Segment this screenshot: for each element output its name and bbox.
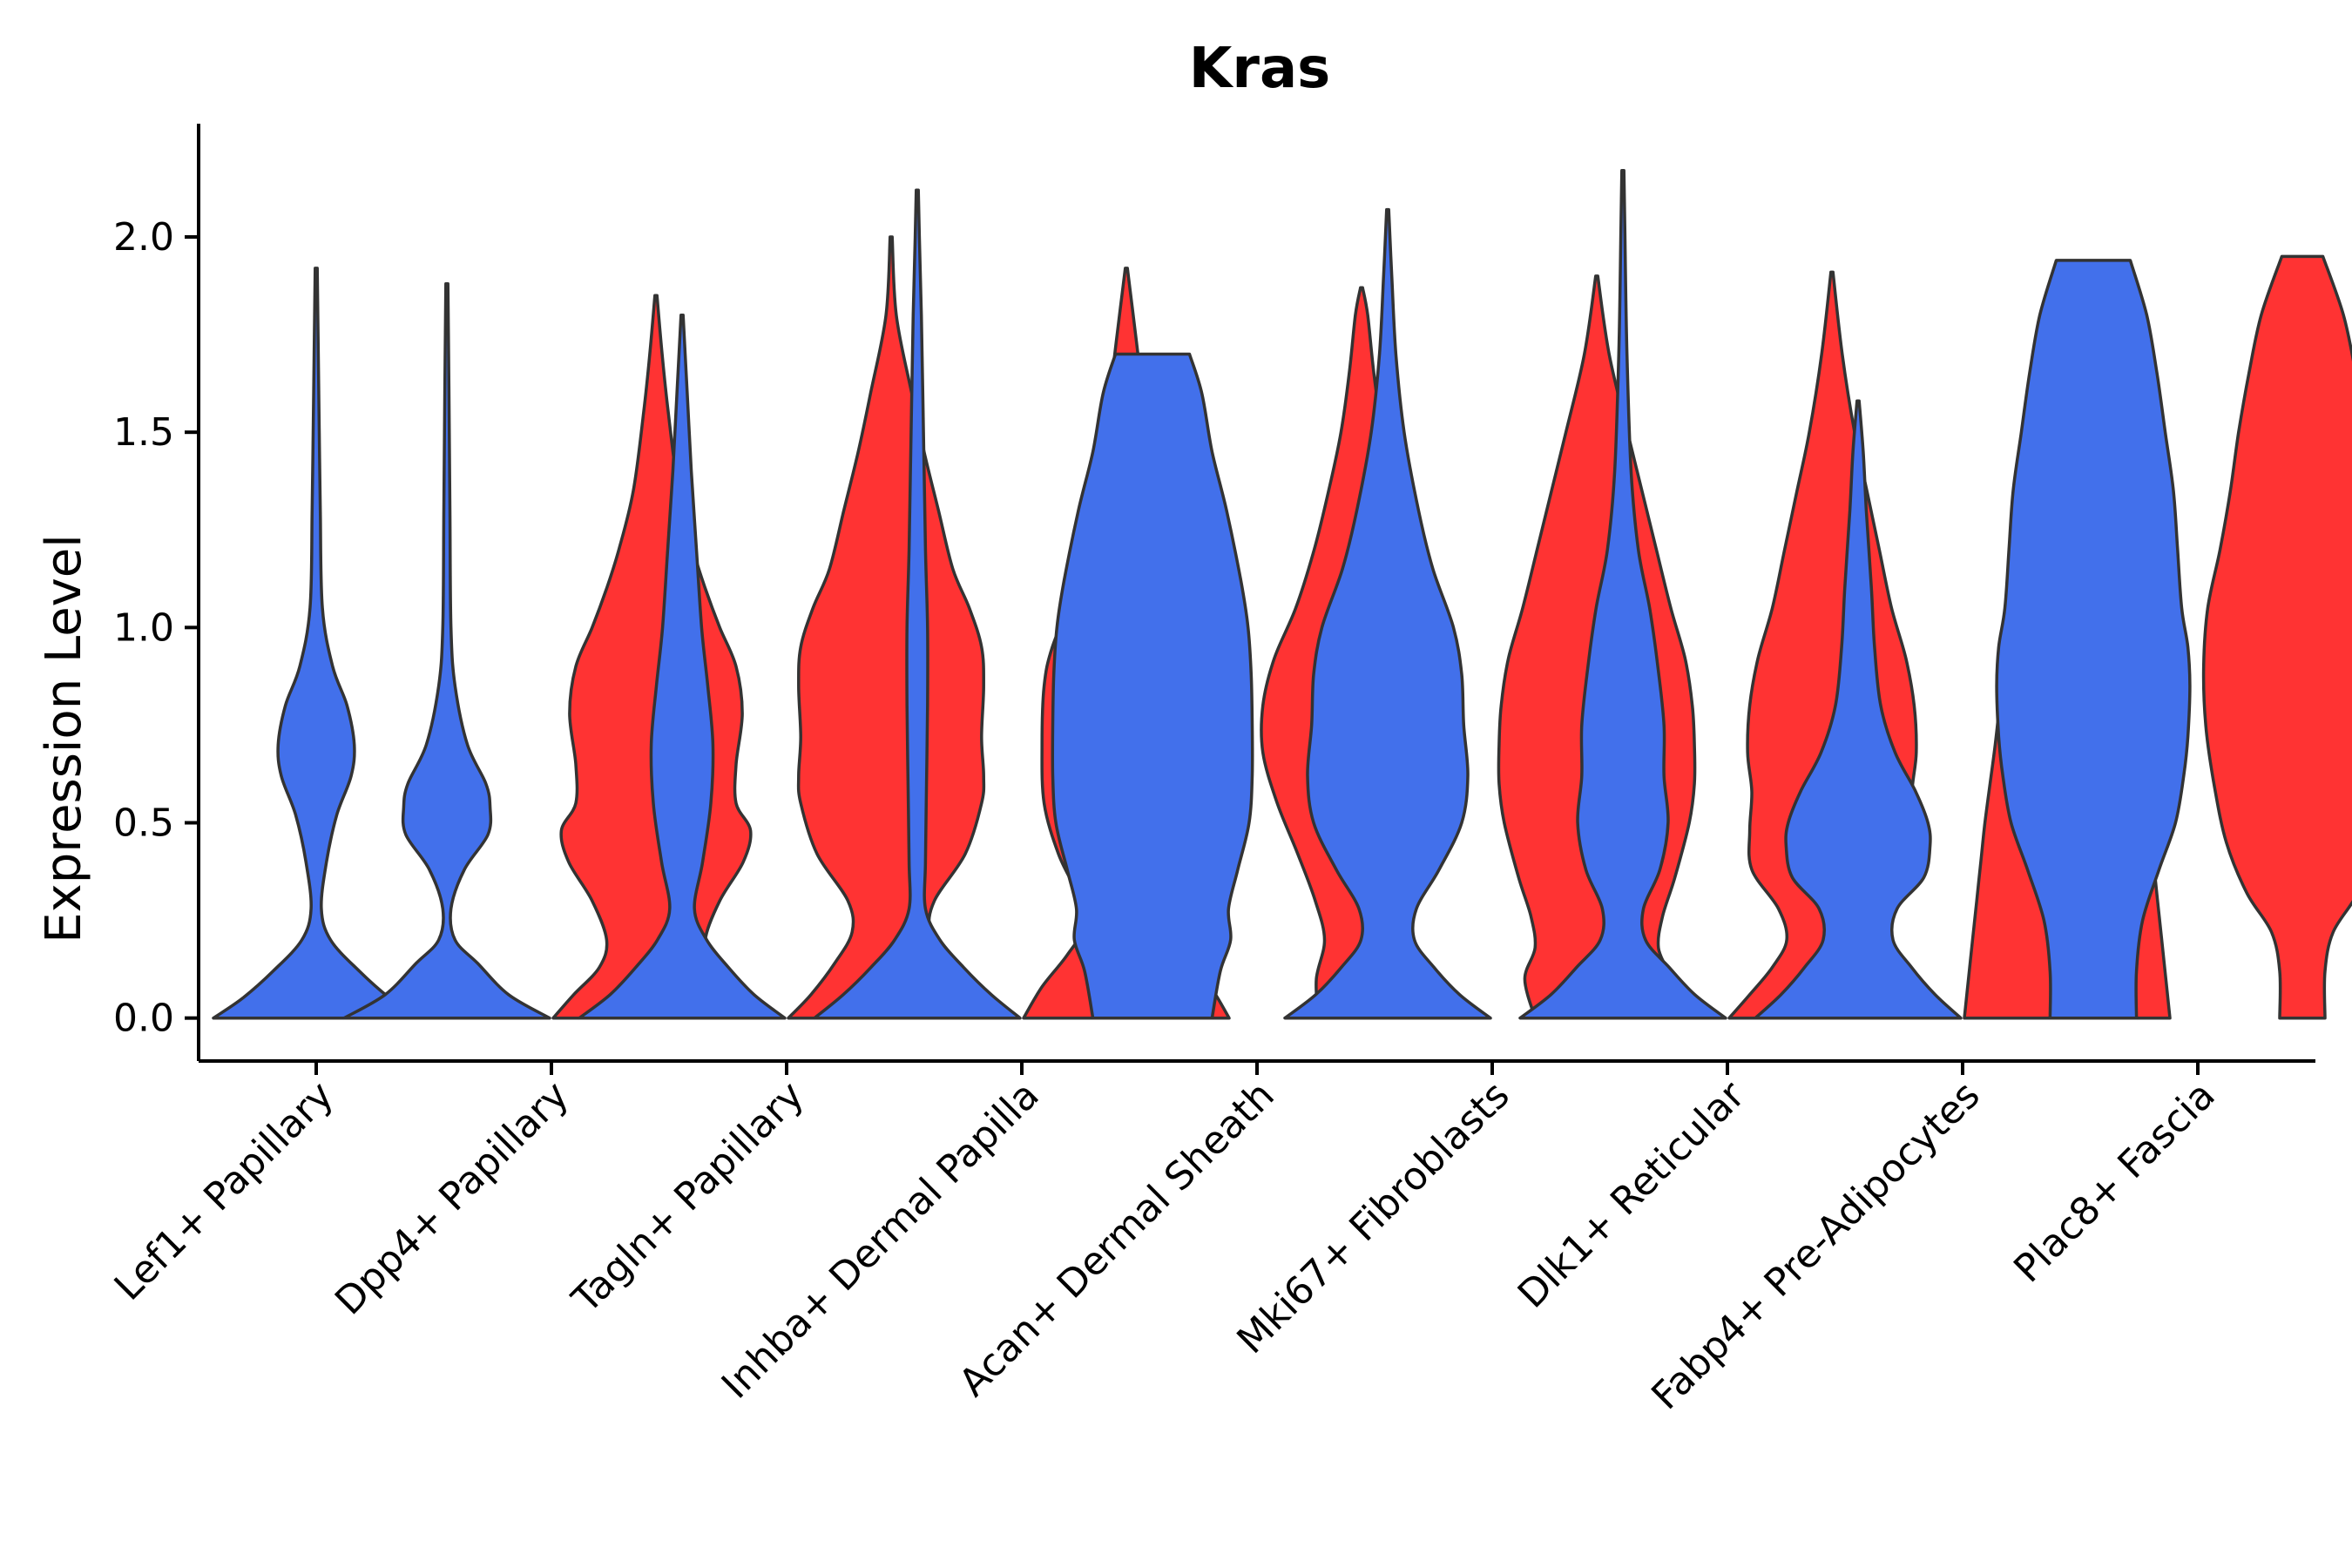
violin-4-group-a: [813, 188, 1022, 1020]
y-tick-label: 2.0: [113, 215, 174, 260]
violin-1-group-a: [212, 267, 421, 1020]
x-tick-label: Lef1+ Papillary: [106, 1073, 342, 1309]
violins-layer: [212, 169, 2352, 1020]
violin-3-group-b: [787, 235, 996, 1020]
violin-9-group-b: [2201, 254, 2352, 1020]
violin-5-group-a: [1051, 352, 1254, 1020]
violin-8-group-a: [1754, 399, 1963, 1020]
violin-9-group-a: [1995, 259, 2192, 1020]
y-tick-label: 1.0: [113, 605, 174, 650]
violin-3-group-a: [578, 313, 787, 1020]
x-tick-label: Dpp4+ Papillary: [327, 1073, 578, 1324]
y-ticks-layer: 0.0 0.5 1.0 1.5 2.0: [113, 215, 199, 1041]
y-tick-label: 0.5: [113, 801, 174, 846]
x-tick-label: Dlk1+ Reticular: [1510, 1072, 1754, 1317]
violin-7-group-a: [1518, 169, 1727, 1020]
violin-6-group-a: [1283, 207, 1492, 1020]
y-tick-label: 0.0: [113, 997, 174, 1041]
violin-2-group-b: [551, 294, 760, 1020]
y-axis-label: Expression Level: [36, 534, 92, 943]
x-tick-label: Plac8+ Fascia: [2005, 1073, 2224, 1292]
violin-2-group-a: [342, 282, 551, 1020]
x-tick-label: Tagln+ Papillary: [564, 1073, 813, 1322]
x-tick-label: Mki67+ Fibroblasts: [1228, 1073, 1517, 1362]
y-tick-label: 1.5: [113, 410, 174, 455]
chart-title: Kras: [1189, 37, 1330, 101]
